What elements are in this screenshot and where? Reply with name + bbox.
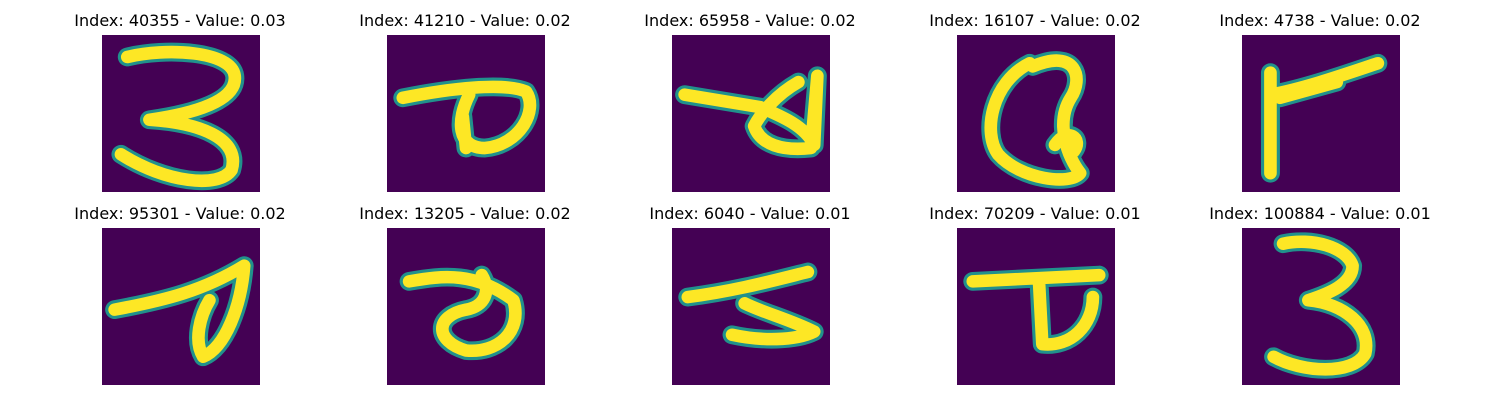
panel-title: Index: 4738 - Value: 0.02 — [1219, 11, 1421, 30]
glyph-stroke — [1264, 56, 1385, 180]
handwritten-glyph-image — [1242, 228, 1400, 385]
panel-title: Index: 16107 - Value: 0.02 — [929, 11, 1141, 30]
panel: Index: 6040 - Value: 0.01 — [600, 193, 900, 385]
panel: Index: 100884 - Value: 0.01 — [1170, 193, 1470, 385]
panel-title: Index: 40355 - Value: 0.03 — [74, 11, 286, 30]
handwritten-glyph-image — [387, 35, 545, 192]
panel: Index: 95301 - Value: 0.02 — [30, 193, 330, 385]
handwritten-glyph-image — [102, 228, 260, 385]
glyph-stroke — [1267, 235, 1373, 376]
handwritten-glyph-image — [1242, 35, 1400, 192]
glyph-stroke — [678, 69, 824, 156]
panel-title: Index: 100884 - Value: 0.01 — [1209, 204, 1431, 223]
handwritten-glyph-image — [672, 228, 830, 385]
panel-title: Index: 41210 - Value: 0.02 — [359, 11, 571, 30]
panel: Index: 4738 - Value: 0.02 — [1170, 0, 1470, 192]
glyph-stroke — [681, 265, 821, 346]
panel: Index: 16107 - Value: 0.02 — [885, 0, 1185, 192]
panel: Index: 40355 - Value: 0.03 — [30, 0, 330, 192]
handwritten-glyph-image — [102, 35, 260, 192]
panel-title: Index: 70209 - Value: 0.01 — [929, 204, 1141, 223]
glyph-stroke — [108, 259, 251, 364]
panel: Index: 41210 - Value: 0.02 — [315, 0, 615, 192]
handwritten-glyph-image — [957, 228, 1115, 385]
panel: Index: 70209 - Value: 0.01 — [885, 193, 1185, 385]
panel: Index: 65958 - Value: 0.02 — [600, 0, 900, 192]
panel-title: Index: 95301 - Value: 0.02 — [74, 204, 286, 223]
glyph-stroke — [396, 80, 537, 155]
panel-title: Index: 13205 - Value: 0.02 — [359, 204, 571, 223]
glyph-stroke — [966, 268, 1106, 351]
handwritten-glyph-image — [387, 228, 545, 385]
panel: Index: 13205 - Value: 0.02 — [315, 193, 615, 385]
glyph-stroke — [114, 45, 242, 187]
handwritten-glyph-image — [957, 35, 1115, 192]
glyph-stroke — [402, 268, 522, 357]
panel-title: Index: 6040 - Value: 0.01 — [649, 204, 851, 223]
glyph-stroke — [984, 54, 1087, 186]
panel-title: Index: 65958 - Value: 0.02 — [644, 11, 856, 30]
handwritten-glyph-image — [672, 35, 830, 192]
